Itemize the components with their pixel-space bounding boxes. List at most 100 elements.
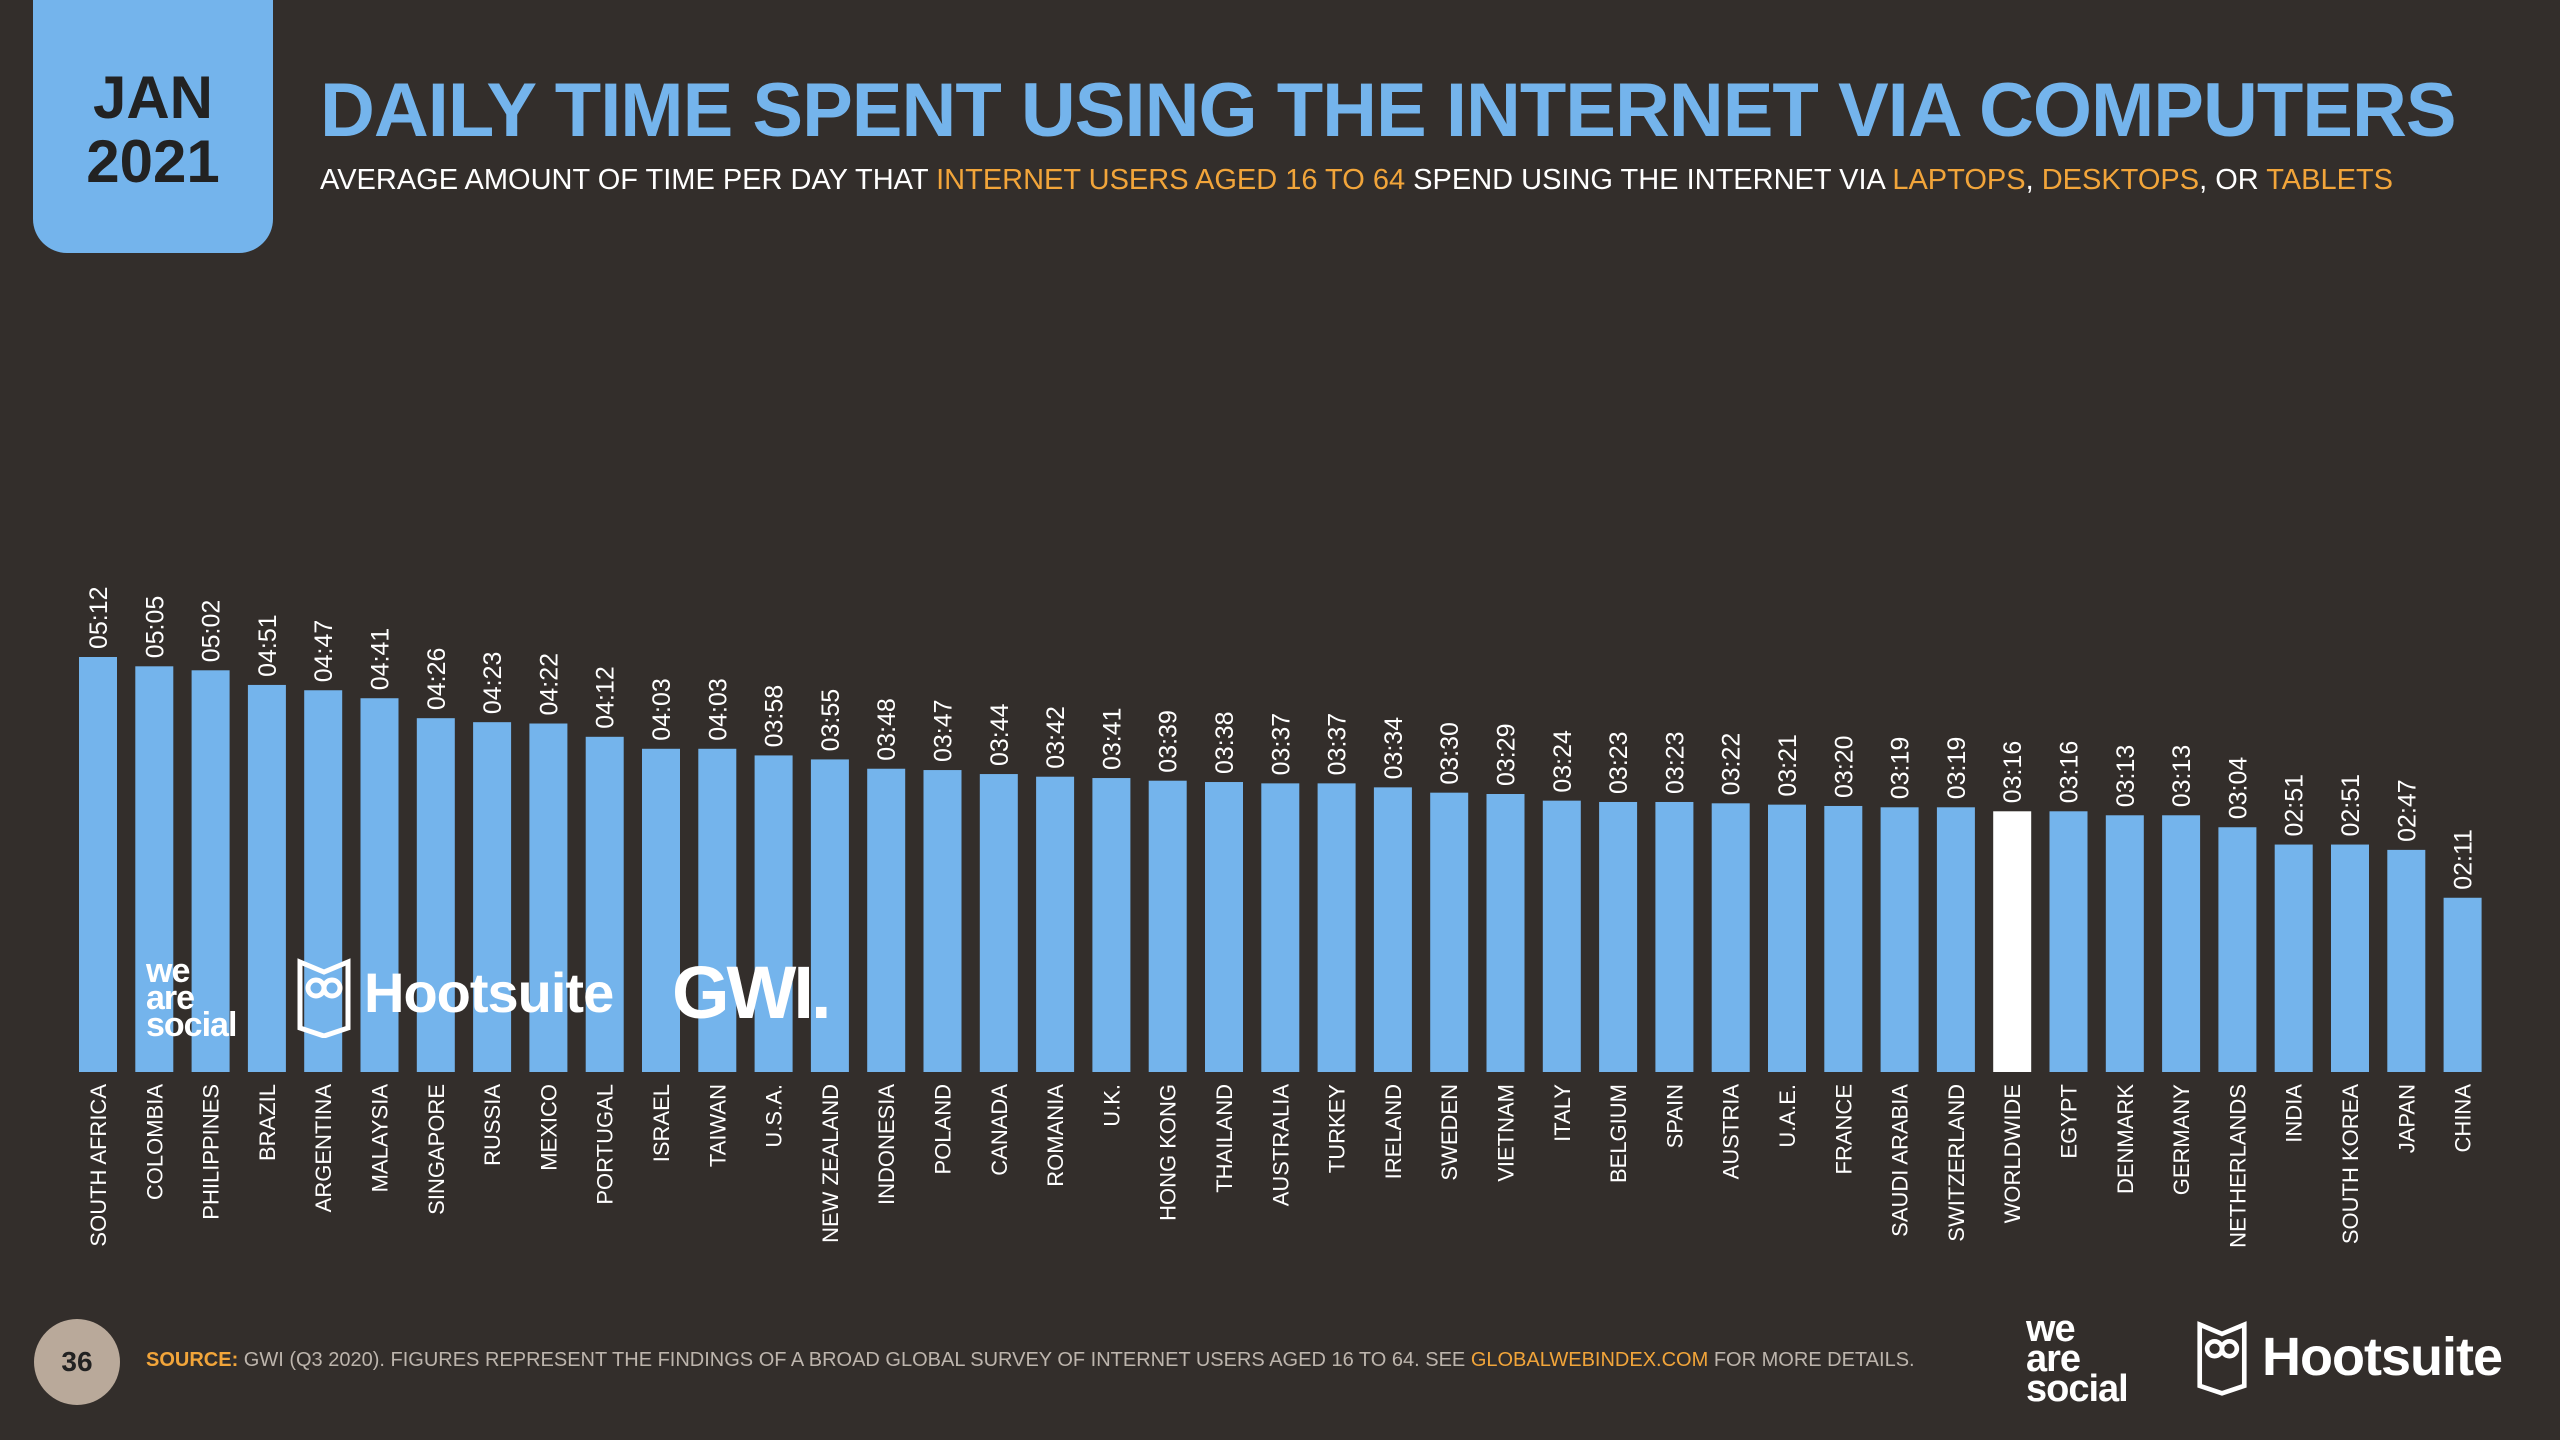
- data-label: 03:16: [2056, 741, 2084, 804]
- bar-egypt: [2049, 811, 2088, 1072]
- bar-japan: [2387, 849, 2426, 1072]
- category-label: U.A.E.: [1775, 1084, 1800, 1148]
- data-label: 03:19: [1887, 737, 1915, 800]
- category-label: SWEDEN: [1437, 1084, 1462, 1181]
- data-label: 03:48: [873, 698, 901, 761]
- bar-mexico: [529, 723, 568, 1072]
- data-label: 03:39: [1155, 710, 1183, 773]
- hootsuite-logo: Hootsuite: [364, 961, 614, 1024]
- category-label: CANADA: [987, 1084, 1012, 1176]
- data-label: 02:11: [2450, 829, 2478, 890]
- data-label: 03:55: [817, 689, 845, 752]
- bar-philippines: [191, 670, 230, 1072]
- bar-saudi-arabia: [1880, 807, 1919, 1072]
- data-label: 03:38: [1211, 711, 1239, 774]
- bar-brazil: [247, 684, 286, 1072]
- bar-indonesia: [867, 768, 906, 1072]
- bar-hong-kong: [1148, 780, 1187, 1072]
- category-label: AUSTRALIA: [1268, 1084, 1293, 1207]
- bar-portugal: [585, 736, 624, 1072]
- category-label: INDONESIA: [874, 1084, 899, 1205]
- data-label: 02:47: [2393, 779, 2421, 842]
- category-label: SINGAPORE: [424, 1084, 449, 1215]
- bar-russia: [473, 722, 512, 1072]
- data-label: 03:37: [1324, 713, 1352, 776]
- footer-wearesocial-logo: we are social: [2026, 1310, 2156, 1408]
- data-label: 02:51: [2281, 774, 2309, 837]
- category-label: U.K.: [1099, 1084, 1124, 1127]
- data-label: 03:37: [1267, 713, 1295, 776]
- category-label: HONG KONG: [1156, 1084, 1181, 1221]
- category-label: POLAND: [931, 1084, 956, 1174]
- footer-hootsuite-logo: Hootsuite: [2262, 1327, 2503, 1387]
- category-label: SPAIN: [1662, 1084, 1687, 1148]
- data-label: 04:12: [592, 666, 620, 729]
- bar-germany: [2162, 815, 2201, 1072]
- data-label: 05:02: [198, 600, 226, 663]
- bar-vietnam: [1486, 794, 1525, 1072]
- bar-colombia: [135, 666, 174, 1072]
- data-label: 03:30: [1436, 722, 1464, 785]
- category-label: JAPAN: [2394, 1084, 2419, 1153]
- bar-poland: [923, 770, 962, 1072]
- source-link[interactable]: GLOBALWEBINDEX.COM: [1470, 1349, 1709, 1371]
- category-label: RUSSIA: [480, 1084, 505, 1166]
- source-note: SOURCE: GWI (Q3 2020). FIGURES REPRESENT…: [146, 1349, 1915, 1372]
- wearesocial-logo: we are social: [146, 952, 264, 1044]
- data-label: 03:44: [986, 703, 1014, 766]
- category-label: VIETNAM: [1494, 1084, 1519, 1182]
- category-label: U.S.A.: [762, 1084, 787, 1148]
- page-number: 36: [34, 1319, 120, 1405]
- category-label: MEXICO: [536, 1084, 561, 1171]
- data-label: 04:26: [423, 648, 451, 711]
- data-label: 04:03: [648, 678, 676, 741]
- subtitle-highlight-desktops: DESKTOPS: [2041, 164, 2200, 196]
- gwi-logo: GWI.: [672, 951, 832, 1034]
- data-label: 04:22: [535, 653, 563, 716]
- category-label: DENMARK: [2113, 1084, 2138, 1194]
- category-label: SOUTH AFRICA: [86, 1084, 111, 1247]
- category-label: ITALY: [1550, 1084, 1575, 1142]
- bar-singapore: [416, 718, 455, 1072]
- bar-south-africa: [79, 657, 117, 1072]
- subtitle-part-2: SPEND USING THE INTERNET VIA: [1405, 164, 1893, 196]
- category-label: NETHERLANDS: [2225, 1084, 2250, 1248]
- category-label: TURKEY: [1325, 1084, 1350, 1174]
- bar-australia: [1261, 783, 1300, 1072]
- wearesocial-logo-text: we are social: [146, 952, 237, 1044]
- bar-sweden: [1430, 792, 1469, 1072]
- footer-hootsuite-owl-icon: [2197, 1321, 2247, 1396]
- data-label: 03:47: [930, 699, 958, 762]
- bar-thailand: [1205, 782, 1243, 1072]
- bar-worldwide: [1993, 811, 2032, 1072]
- data-label: 03:16: [1999, 741, 2027, 804]
- bar-israel: [642, 748, 680, 1072]
- category-label: SOUTH KOREA: [2338, 1084, 2363, 1244]
- data-label: 03:23: [1605, 731, 1633, 794]
- data-label: 02:51: [2337, 774, 2365, 837]
- bar-belgium: [1599, 801, 1638, 1072]
- data-label: 03:29: [1493, 723, 1521, 786]
- category-label: COLOMBIA: [142, 1084, 167, 1200]
- category-label: BELGIUM: [1606, 1084, 1631, 1183]
- data-label: 03:22: [1718, 733, 1746, 796]
- subtitle-highlight-tablets: TABLETS: [2266, 164, 2394, 196]
- bar-italy: [1542, 800, 1581, 1072]
- subtitle-highlight-users: INTERNET USERS AGED 16 TO 64: [936, 164, 1406, 196]
- data-label: 03:13: [2168, 745, 2196, 808]
- data-label: 03:19: [1943, 737, 1971, 800]
- bar-china: [2443, 897, 2482, 1072]
- data-label: 04:03: [704, 678, 732, 741]
- subtitle-highlight-laptops: LAPTOPS: [1892, 164, 2026, 196]
- data-label: 03:04: [2224, 757, 2252, 820]
- data-label: 03:24: [1549, 730, 1577, 793]
- data-label: 05:05: [141, 596, 169, 659]
- data-label: 03:23: [1661, 731, 1689, 794]
- hootsuite-owl-icon: [297, 958, 351, 1038]
- category-label: WORLDWIDE: [2000, 1084, 2025, 1223]
- bar-taiwan: [698, 748, 737, 1072]
- bar-spain: [1655, 801, 1694, 1072]
- data-label: 03:13: [2112, 745, 2140, 808]
- page-title: DAILY TIME SPENT USING THE INTERNET VIA …: [320, 68, 2457, 153]
- category-label: CHINA: [2451, 1084, 2476, 1153]
